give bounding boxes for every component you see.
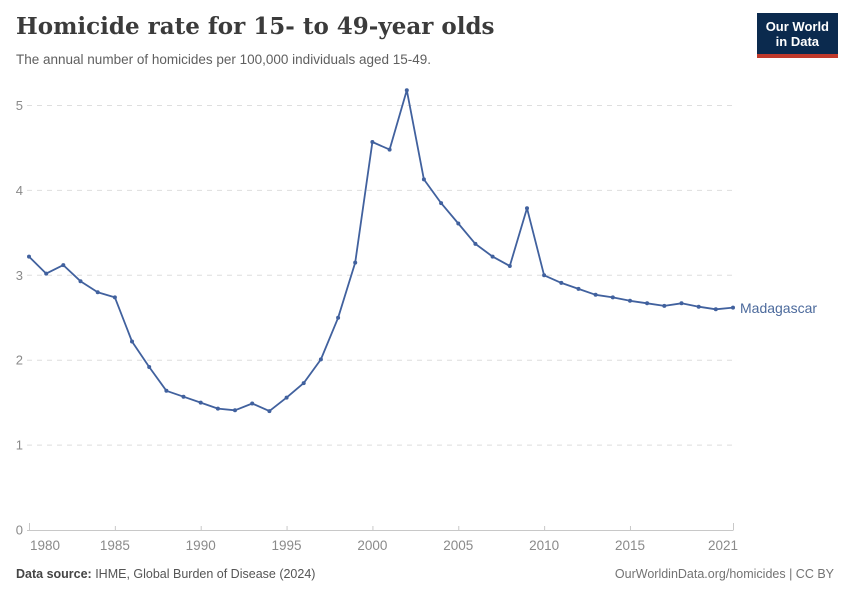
data-point[interactable] [44, 271, 49, 276]
data-point[interactable] [130, 339, 134, 344]
data-point[interactable] [318, 357, 323, 362]
data-source-line: Data source: IHME, Global Burden of Dise… [16, 567, 315, 581]
data-point[interactable] [404, 88, 409, 93]
credit-link[interactable]: OurWorldinData.org/homicides | CC BY [614, 567, 834, 581]
data-point[interactable] [507, 264, 512, 268]
data-point[interactable] [215, 406, 220, 411]
chart-title: Homicide rate for 15- to 49-year olds [16, 13, 495, 40]
data-point[interactable] [645, 301, 650, 306]
data-point[interactable] [610, 295, 615, 300]
line-chart[interactable]: 0 1 2 3 4 5 1980 1985 1990 1995 2000 2005 2010 2015 20… [0, 80, 850, 560]
x-tick-label: 2015 [615, 538, 645, 553]
y-tick-label: 2 [16, 353, 23, 368]
entity-label-madagascar[interactable]: Madagascar [740, 299, 818, 316]
owid-logo-line1: Our World [765, 19, 829, 34]
x-tick-label: 2010 [529, 538, 559, 553]
data-point[interactable] [628, 298, 632, 303]
data-point[interactable] [27, 254, 31, 259]
x-tick-label: 2005 [443, 538, 473, 553]
x-tick-label: 1995 [272, 538, 302, 553]
data-point[interactable] [198, 400, 203, 405]
data-point[interactable] [301, 381, 306, 386]
data-point[interactable] [147, 365, 152, 369]
data-point[interactable] [181, 394, 186, 399]
data-point[interactable] [525, 206, 529, 211]
data-source-value: IHME, Global Burden of Disease (2024) [91, 567, 316, 581]
data-point[interactable] [267, 409, 272, 414]
data-point[interactable] [696, 304, 701, 309]
data-point[interactable] [439, 201, 444, 206]
data-source-label: Data source: [16, 567, 92, 581]
data-point[interactable] [370, 140, 375, 144]
x-tick-label: 1990 [186, 538, 216, 553]
y-tick-label: 1 [16, 438, 23, 453]
data-point[interactable] [713, 307, 718, 312]
data-point[interactable] [576, 286, 581, 291]
owid-logo[interactable]: Our World in Data [756, 13, 838, 58]
data-point[interactable] [233, 408, 237, 413]
data-point[interactable] [336, 315, 341, 320]
line-chart-canvas[interactable]: 0 1 2 3 4 5 1980 1985 1990 1995 2000 2005 2010 2015 20… [0, 80, 850, 560]
y-tick-label: 5 [16, 98, 23, 113]
data-point[interactable] [490, 254, 495, 259]
data-point[interactable] [112, 295, 117, 300]
data-point[interactable] [387, 147, 392, 152]
chart-subtitle: The annual number of homicides per 100,0… [16, 52, 432, 67]
x-tick-label: 1985 [100, 538, 130, 553]
data-point[interactable] [456, 221, 461, 226]
data-point[interactable] [250, 401, 255, 406]
data-point[interactable] [731, 305, 735, 310]
data-point[interactable] [593, 292, 598, 297]
data-point[interactable] [542, 273, 547, 278]
data-point[interactable] [284, 395, 289, 400]
x-tick-label: 2021 [708, 538, 738, 553]
data-point[interactable] [559, 280, 564, 285]
y-tick-label: 3 [16, 268, 23, 283]
data-point[interactable] [421, 177, 426, 182]
data-point[interactable] [78, 279, 83, 284]
data-point[interactable] [679, 301, 684, 306]
data-point[interactable] [353, 260, 358, 265]
data-point[interactable] [164, 388, 169, 393]
data-point[interactable] [473, 241, 478, 246]
data-point[interactable] [61, 263, 66, 268]
data-point[interactable] [662, 303, 667, 308]
y-tick-label: 4 [16, 183, 23, 198]
owid-logo-line2: in Data [775, 34, 820, 50]
data-point[interactable] [95, 290, 100, 295]
x-tick-label: 1980 [30, 538, 60, 553]
x-tick-label: 2000 [357, 538, 387, 553]
y-tick-label: 0 [16, 523, 23, 538]
series-line[interactable] [28, 89, 734, 412]
chart-footer: Data source: IHME, Global Burden of Dise… [16, 567, 834, 581]
